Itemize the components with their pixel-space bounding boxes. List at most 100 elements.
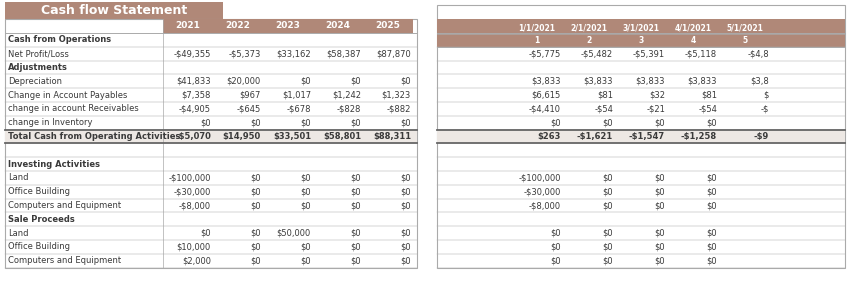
Text: -$5,373: -$5,373: [229, 49, 261, 58]
Text: 2/1/2021: 2/1/2021: [570, 24, 608, 33]
Text: $58,387: $58,387: [326, 49, 361, 58]
Text: -$9: -$9: [754, 132, 769, 141]
Text: $0: $0: [251, 201, 261, 210]
Text: $0: $0: [654, 201, 665, 210]
Text: $33,501: $33,501: [273, 132, 311, 141]
Text: $0: $0: [706, 173, 717, 182]
Text: $0: $0: [350, 77, 361, 86]
Text: $41,833: $41,833: [176, 77, 211, 86]
Text: $3,8: $3,8: [751, 77, 769, 86]
Text: $0: $0: [400, 118, 411, 127]
Text: change in Inventory: change in Inventory: [8, 118, 93, 127]
Text: $0: $0: [654, 242, 665, 251]
Text: -$: -$: [761, 104, 769, 113]
Text: $1,242: $1,242: [332, 91, 361, 100]
Text: Depreciation: Depreciation: [8, 77, 62, 86]
Text: $20,000: $20,000: [227, 77, 261, 86]
Bar: [5, 129, 417, 143]
Text: Sale Proceeds: Sale Proceeds: [8, 215, 75, 224]
Text: $0: $0: [350, 256, 361, 265]
Text: $3,833: $3,833: [636, 77, 665, 86]
Text: Cash from Operations: Cash from Operations: [8, 36, 111, 45]
Text: $0: $0: [603, 242, 613, 251]
Text: $88,311: $88,311: [373, 132, 411, 141]
Text: -$5,775: -$5,775: [529, 49, 561, 58]
Text: $0: $0: [603, 229, 613, 237]
Text: $0: $0: [603, 118, 613, 127]
Text: $0: $0: [706, 118, 717, 127]
Text: Computers and Equipment: Computers and Equipment: [8, 201, 121, 210]
Text: -$1,258: -$1,258: [681, 132, 717, 141]
Text: 2023: 2023: [275, 22, 300, 31]
Text: -$4,905: -$4,905: [179, 104, 211, 113]
Text: $0: $0: [400, 201, 411, 210]
Text: -$100,000: -$100,000: [168, 173, 211, 182]
Text: $0: $0: [251, 229, 261, 237]
Text: -$645: -$645: [237, 104, 261, 113]
Text: $0: $0: [706, 229, 717, 237]
Text: Net Profit/Loss: Net Profit/Loss: [8, 49, 69, 58]
Bar: [163, 19, 413, 33]
Text: -$1,547: -$1,547: [629, 132, 665, 141]
Text: $: $: [763, 91, 769, 100]
Text: $0: $0: [300, 187, 311, 196]
Text: Land: Land: [8, 173, 29, 182]
Text: $0: $0: [251, 187, 261, 196]
Text: -$5,482: -$5,482: [581, 49, 613, 58]
Text: Office Building: Office Building: [8, 242, 70, 251]
Text: $0: $0: [251, 118, 261, 127]
Text: $0: $0: [300, 256, 311, 265]
Text: $0: $0: [350, 201, 361, 210]
Text: $0: $0: [400, 242, 411, 251]
Text: $0: $0: [400, 256, 411, 265]
Text: $0: $0: [350, 187, 361, 196]
Text: $7,358: $7,358: [182, 91, 211, 100]
Text: $81: $81: [597, 91, 613, 100]
Text: $0: $0: [603, 187, 613, 196]
Text: $87,870: $87,870: [377, 49, 411, 58]
Text: change in account Receivables: change in account Receivables: [8, 104, 139, 113]
Text: Land: Land: [8, 229, 29, 237]
Text: 1/1/2021: 1/1/2021: [518, 24, 556, 33]
Text: $0: $0: [654, 256, 665, 265]
Text: -$54: -$54: [594, 104, 613, 113]
Text: $81: $81: [701, 91, 717, 100]
Bar: [437, 5, 845, 268]
Text: -$8,000: -$8,000: [178, 201, 211, 210]
Text: $0: $0: [400, 187, 411, 196]
Text: -$5,070: -$5,070: [175, 132, 211, 141]
Text: $0: $0: [654, 173, 665, 182]
Text: $0: $0: [350, 229, 361, 237]
Text: $10,000: $10,000: [177, 242, 211, 251]
Text: -$882: -$882: [387, 104, 411, 113]
Text: -$30,000: -$30,000: [173, 187, 211, 196]
Text: -$4,8: -$4,8: [747, 49, 769, 58]
Text: $2,000: $2,000: [182, 256, 211, 265]
Text: 5: 5: [742, 36, 747, 45]
Text: $0: $0: [550, 256, 561, 265]
Text: 4/1/2021: 4/1/2021: [675, 24, 711, 33]
Text: Computers and Equipment: Computers and Equipment: [8, 256, 121, 265]
Text: $1,323: $1,323: [382, 91, 411, 100]
Text: $0: $0: [300, 242, 311, 251]
Text: 2: 2: [586, 36, 592, 45]
Text: $0: $0: [550, 118, 561, 127]
Text: 3/1/2021: 3/1/2021: [622, 24, 660, 33]
Text: $0: $0: [603, 201, 613, 210]
Text: $0: $0: [300, 173, 311, 182]
Text: $0: $0: [603, 173, 613, 182]
Text: $967: $967: [240, 91, 261, 100]
Text: $14,950: $14,950: [223, 132, 261, 141]
Text: $0: $0: [300, 201, 311, 210]
Text: $0: $0: [251, 173, 261, 182]
Bar: [437, 129, 845, 143]
Text: -$1,621: -$1,621: [577, 132, 613, 141]
Text: 3: 3: [638, 36, 643, 45]
Text: $33,162: $33,162: [276, 49, 311, 58]
Text: Adjustments: Adjustments: [8, 63, 68, 72]
Text: $58,801: $58,801: [323, 132, 361, 141]
Text: $0: $0: [350, 118, 361, 127]
Text: $0: $0: [400, 173, 411, 182]
Text: $0: $0: [706, 256, 717, 265]
Text: $32: $32: [649, 91, 665, 100]
